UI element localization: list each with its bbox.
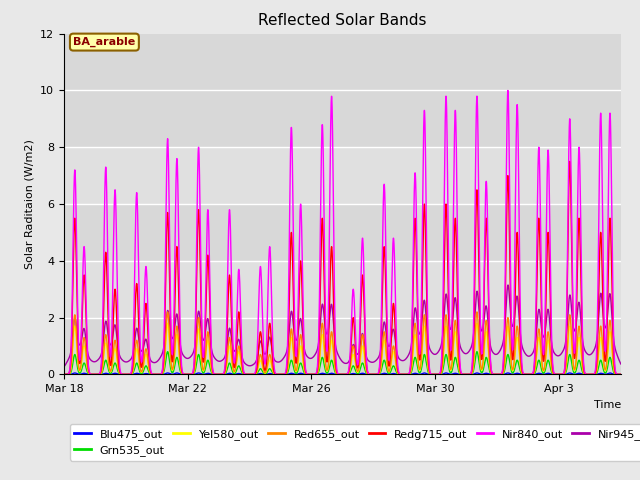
- Bar: [64, 261, 621, 318]
- Bar: [64, 147, 621, 204]
- Bar: [64, 204, 621, 261]
- Y-axis label: Solar Raditaion (W/m2): Solar Raditaion (W/m2): [24, 139, 35, 269]
- Bar: [64, 318, 621, 374]
- Text: BA_arable: BA_arable: [73, 37, 136, 47]
- X-axis label: Time: Time: [593, 400, 621, 409]
- Legend: Blu475_out, Grn535_out, Yel580_out, Red655_out, Redg715_out, Nir840_out, Nir945_: Blu475_out, Grn535_out, Yel580_out, Red6…: [70, 424, 640, 460]
- Bar: [64, 34, 621, 147]
- Title: Reflected Solar Bands: Reflected Solar Bands: [258, 13, 427, 28]
